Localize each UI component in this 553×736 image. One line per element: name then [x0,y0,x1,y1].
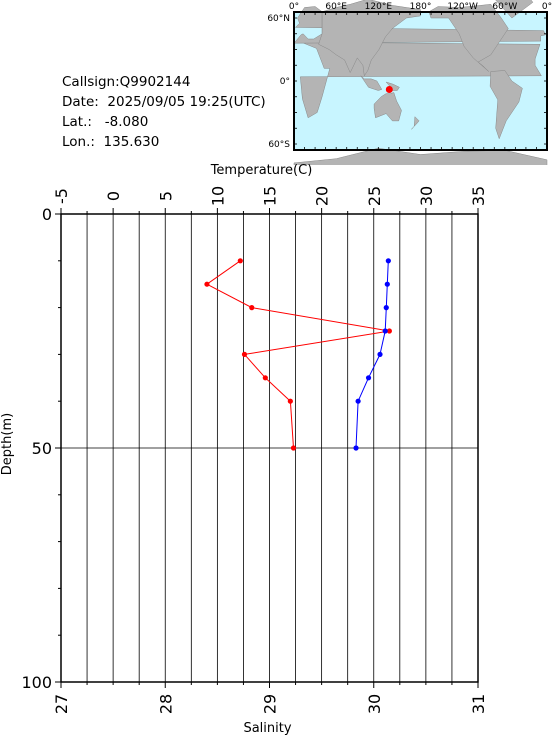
south-america-landmass [489,70,523,140]
map-frame [293,11,548,151]
world-map: 0° 60°E 120°E 180° 120°W 60°W 0° 60°N 0° 60°S [267,0,552,165]
temperature-tick-label: 35 [469,186,488,206]
temperature-tick-label: 5 [156,191,175,201]
station-info: Callsign:Q9902144 Date: 2025/09/05 19:25… [62,72,266,152]
salinity-tick-label: 29 [261,694,280,714]
map-longitude-label: 180° [410,2,432,12]
temperature-axis-label: Temperature(C) [210,163,313,178]
salinity-data-point [383,305,389,311]
salinity-axis-label: Salinity [243,721,291,736]
depth-tick-label: 100 [21,673,52,692]
longitude-text: Lon.: 135.630 [62,134,160,150]
salinity-data-point [384,281,390,287]
chart-series [204,258,392,451]
map-latitude-label: 0° [280,77,290,87]
temperature-tick-label: 30 [417,186,436,206]
australia-landmass [373,92,402,122]
salinity-data-point [353,445,359,451]
indonesia-landmass [360,75,383,91]
salinity-tick-label: 30 [365,694,384,714]
map-landmasses [293,0,548,165]
depth-tick-label: 50 [32,439,52,458]
salinity-tick-label: 31 [469,694,488,714]
asia-landmass [318,0,421,77]
temperature-tick-label: 20 [313,186,332,206]
plot-frame [60,213,479,683]
temperature-data-point [241,351,248,357]
temperature-data-point [249,305,255,311]
new-zealand-landmass [411,116,420,130]
callsign-text: Callsign:Q9902144 [62,74,191,90]
temperature-tick-label: -5 [52,188,71,204]
temperature-data-point [386,328,392,334]
temperature-data-point [237,258,243,264]
temperature-data-point [204,281,210,287]
new-guinea-landmass [385,81,400,91]
temperature-tick-label: 10 [208,186,227,206]
salinity-data-point [365,375,372,381]
temperature-data-point [290,445,297,451]
salinity-tick-label: 28 [156,694,175,714]
map-latitude-label: 60°N [267,14,290,24]
map-longitude-label: 0° [289,2,299,12]
map-longitude-label: 60°E [325,2,347,12]
map-longitude-label: 120°W [447,2,478,12]
north-america-landmass [428,4,509,72]
salinity-data-point [382,328,388,334]
temperature-tick-label: 25 [365,186,384,206]
chart-grid [61,214,478,682]
date-text: Date: 2025/09/05 19:25(UTC) [62,94,266,110]
temperature-data-point [262,375,268,381]
map-labels: 0° 60°E 120°E 180° 120°W 60°W 0° 60°N 0° 60°S [267,2,552,150]
salinity-data-point [377,351,383,357]
salinity-data-point [355,398,361,404]
salinity-profile-line [355,260,389,449]
map-longitude-label: 120°E [365,2,393,12]
depth-tick-label: 0 [42,205,52,224]
temperature-tick-label: 0 [104,191,123,201]
float-location-marker [385,85,393,93]
map-longitude-label: 60°W [492,2,517,12]
temperature-tick-label: 15 [261,186,280,206]
salinity-data-point [385,258,391,264]
map-latitude-label: 60°S [268,140,290,150]
temperature-profile-line [205,260,390,449]
depth-axis-label: Depth(m) [0,413,15,475]
temperature-data-point [287,398,293,404]
salinity-tick-label: 27 [52,694,71,714]
latitude-text: Lat.: -8.080 [62,114,149,130]
map-longitude-label: 0° [542,2,552,12]
